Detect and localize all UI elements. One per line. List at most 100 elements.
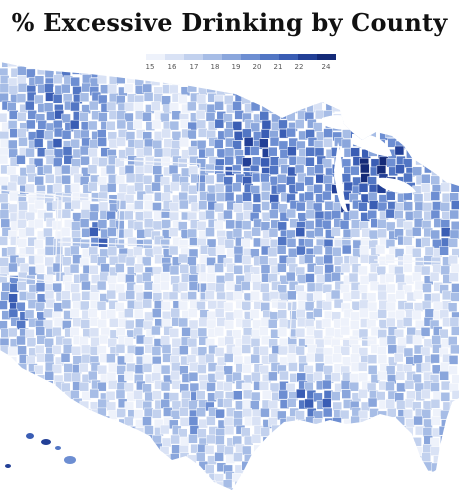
county-cell [44, 353, 55, 364]
lake-shape [334, 142, 348, 213]
county-cell [305, 129, 315, 139]
county-cell [232, 121, 243, 131]
county-cell [343, 181, 354, 192]
county-cell [232, 164, 242, 175]
county-cell [424, 246, 435, 257]
county-cell [80, 300, 90, 311]
county-cell [205, 163, 215, 174]
county-cell [19, 263, 30, 273]
county-cell [224, 336, 234, 346]
county-cell [36, 293, 47, 303]
county-cell [96, 280, 107, 291]
county-cell [223, 302, 234, 312]
county-cell [411, 247, 422, 258]
county-cell [350, 290, 361, 300]
county-cell [134, 182, 144, 192]
county-cell [34, 94, 44, 105]
legend-tick: 16 [167, 63, 177, 71]
county-cell [377, 370, 387, 381]
county-cell [441, 211, 451, 221]
county-cell [124, 401, 135, 411]
county-cell [123, 83, 134, 94]
county-cell [89, 211, 99, 222]
county-cell [36, 353, 46, 363]
county-cell [8, 85, 19, 95]
lake-shape [378, 177, 416, 194]
county-cell [151, 325, 161, 336]
county-cell [423, 418, 433, 429]
county-cell [71, 292, 81, 303]
county-cell [52, 364, 62, 374]
county-cell [321, 219, 332, 230]
county-cell [168, 84, 179, 95]
county-cell [387, 408, 397, 418]
county-cell [214, 326, 225, 337]
county-cell [349, 373, 360, 383]
county-cell [80, 319, 91, 329]
county-cell [9, 191, 19, 202]
county-cell [178, 300, 188, 311]
county-cell [448, 355, 459, 365]
county-cell [385, 399, 396, 409]
county-cell [206, 382, 216, 392]
county-cell [313, 371, 323, 382]
county-cell [241, 334, 252, 345]
county-cell [451, 390, 459, 400]
county-cell [358, 372, 368, 383]
county-cell [385, 208, 396, 219]
county-cell [205, 174, 215, 185]
county-cell [349, 335, 359, 346]
county-cell [267, 319, 278, 329]
county-cell [134, 173, 145, 183]
county-cell [206, 257, 216, 267]
legend-tick: 19 [231, 63, 241, 71]
county-cell [260, 221, 271, 231]
county-cell [124, 102, 135, 112]
county-cell [8, 293, 18, 303]
county-cell [196, 263, 207, 274]
county-cell [204, 464, 215, 475]
county-cell [161, 128, 171, 139]
county-cell [303, 253, 314, 264]
county-cell [105, 391, 116, 401]
county-cell [171, 140, 181, 150]
county-cell [207, 247, 217, 257]
county-cell [16, 302, 26, 312]
county-cell [251, 371, 261, 382]
county-cell [81, 280, 91, 291]
county-cell [134, 263, 144, 274]
county-cell [431, 335, 441, 345]
county-cell [451, 200, 459, 210]
county-cell [151, 181, 161, 192]
county-cell [322, 379, 332, 390]
county-cell [323, 128, 333, 138]
county-cell [430, 382, 440, 392]
county-cell [449, 229, 459, 240]
county-cell [160, 364, 171, 375]
county-cell [323, 174, 333, 185]
county-cell [402, 317, 413, 327]
county-cell [133, 390, 143, 400]
county-cell [0, 176, 9, 186]
county-cell [394, 202, 405, 212]
county-cell [420, 183, 431, 193]
county-cell [187, 291, 197, 301]
county-cell [7, 102, 17, 112]
county-cell [332, 353, 342, 363]
county-cell [178, 282, 189, 292]
county-cell [99, 334, 109, 345]
county-cell [34, 175, 44, 186]
legend-swatch [165, 54, 184, 60]
county-cell [88, 147, 98, 158]
county-cell [260, 157, 270, 168]
county-cell [106, 101, 117, 112]
county-cell [170, 181, 180, 192]
county-cell [89, 203, 100, 214]
county-cell [223, 353, 234, 363]
county-cell [223, 128, 234, 138]
county-cell [152, 245, 163, 256]
county-cell [81, 354, 92, 364]
county-cell [98, 157, 108, 167]
county-cell [224, 238, 235, 249]
